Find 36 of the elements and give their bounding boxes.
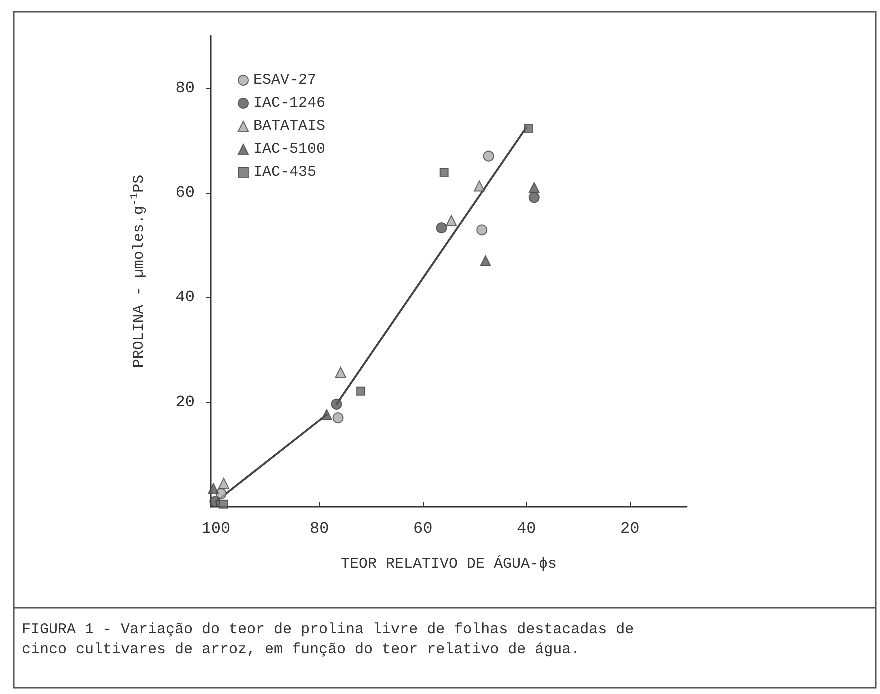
x-tick-label: 40 bbox=[517, 520, 536, 538]
x-tick-label: 20 bbox=[620, 520, 640, 538]
point bbox=[524, 124, 534, 134]
point bbox=[480, 256, 492, 267]
point bbox=[210, 496, 221, 508]
x-tick-label: 80 bbox=[310, 520, 330, 538]
x-tick-label: 60 bbox=[414, 520, 433, 538]
point bbox=[218, 478, 230, 489]
text: FIGURA 1 - Variação do teor de prolina livre de folhas destacadas de cinco cultivares de arroz, em função do teor relativo de água. bbox=[22, 622, 644, 658]
point bbox=[321, 409, 332, 420]
point bbox=[476, 224, 488, 236]
point bbox=[528, 192, 540, 204]
legend-label: IAC-435 bbox=[254, 164, 317, 181]
point bbox=[332, 412, 344, 424]
point bbox=[219, 500, 228, 509]
y-tick-label: 40 bbox=[176, 288, 195, 307]
point bbox=[474, 180, 486, 192]
point bbox=[335, 367, 346, 378]
point bbox=[356, 386, 366, 396]
point bbox=[208, 483, 220, 494]
y-tick-label: 20 bbox=[176, 393, 195, 412]
y-tick-label: 60 bbox=[176, 184, 195, 202]
point bbox=[331, 398, 342, 410]
point bbox=[528, 182, 540, 194]
legend-label: IAC-1246 bbox=[254, 95, 326, 112]
point bbox=[446, 215, 458, 226]
y-axis-title: PROLINA - µmoles.g-1PS bbox=[130, 174, 148, 368]
x-tick-label: 100 bbox=[202, 520, 231, 538]
point bbox=[436, 222, 448, 234]
legend-label: BATATAIS bbox=[254, 118, 326, 135]
point bbox=[483, 150, 494, 162]
legend-label: ESAV-27 bbox=[254, 72, 317, 89]
x-axis-title: TEOR RELATIVO DE ÁGUA-ϕs bbox=[340, 555, 558, 573]
legend-label: IAC-5100 bbox=[254, 141, 326, 158]
y-tick-label: 80 bbox=[176, 79, 195, 98]
point bbox=[440, 168, 449, 178]
